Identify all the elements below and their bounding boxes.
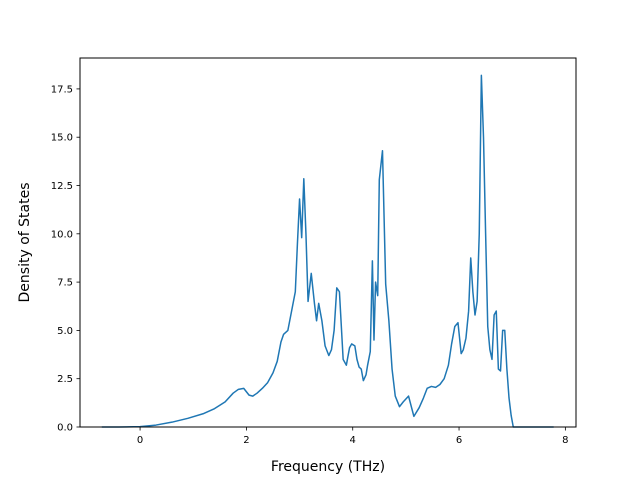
y-tick-label: 2.5 bbox=[57, 374, 73, 385]
y-tick-label: 0.0 bbox=[57, 423, 73, 434]
x-tick-label: 2 bbox=[243, 435, 249, 446]
axes-frame bbox=[79, 57, 577, 428]
y-tick-label: 12.5 bbox=[51, 181, 73, 192]
x-tick-label: 6 bbox=[456, 435, 462, 446]
y-axis-title: Density of States bbox=[17, 183, 33, 303]
x-axis-title: Frequency (THz) bbox=[271, 459, 385, 475]
y-tick-label: 10.0 bbox=[51, 229, 73, 240]
y-tick-label: 17.5 bbox=[51, 84, 73, 95]
x-tick-label: 0 bbox=[137, 435, 143, 446]
y-tick-label: 7.5 bbox=[57, 278, 73, 289]
x-tick-label: 8 bbox=[562, 435, 568, 446]
y-tick-label: 5.0 bbox=[57, 326, 73, 337]
series-line-0 bbox=[101, 74, 554, 428]
plot-area bbox=[101, 74, 554, 428]
axis-ticks: 0 2 4 6 8 0.0 2.5 5.0 7.5 10.0 12.5 15.0 17.5 bbox=[51, 84, 569, 446]
y-tick-label: 15.0 bbox=[51, 133, 73, 144]
x-tick-label: 4 bbox=[350, 435, 356, 446]
